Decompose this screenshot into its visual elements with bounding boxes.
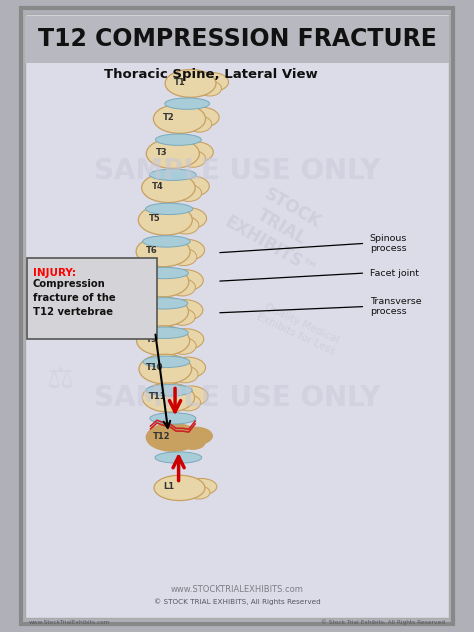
Text: T8: T8 (145, 306, 156, 315)
Text: T10: T10 (146, 363, 163, 372)
Text: SAMPLE USE ONLY: SAMPLE USE ONLY (94, 157, 380, 185)
Ellipse shape (167, 240, 205, 261)
Ellipse shape (173, 176, 209, 197)
Ellipse shape (165, 270, 203, 291)
Ellipse shape (187, 116, 212, 132)
Ellipse shape (195, 73, 228, 92)
Ellipse shape (137, 326, 190, 355)
Ellipse shape (146, 139, 200, 168)
Text: Compression
fracture of the
T12 vertebrae: Compression fracture of the T12 vertebra… (33, 279, 115, 317)
Text: INJURY:: INJURY: (33, 268, 75, 278)
Text: © STOCK TRIAL EXHIBITS, All Rights Reserved: © STOCK TRIAL EXHIBITS, All Rights Reser… (154, 599, 320, 605)
Ellipse shape (184, 107, 219, 128)
FancyBboxPatch shape (21, 8, 453, 624)
Ellipse shape (165, 70, 216, 97)
Ellipse shape (169, 279, 195, 296)
Ellipse shape (198, 81, 221, 96)
Ellipse shape (173, 366, 198, 383)
Text: T9: T9 (146, 335, 158, 344)
Ellipse shape (141, 267, 188, 279)
Text: Thoracic Spine, Lateral View: Thoracic Spine, Lateral View (104, 68, 317, 81)
Ellipse shape (149, 169, 196, 181)
Ellipse shape (135, 297, 189, 326)
Text: Vertebrae: Vertebrae (34, 274, 81, 283)
Ellipse shape (136, 236, 190, 267)
Ellipse shape (176, 394, 201, 411)
Text: T1: T1 (173, 78, 185, 87)
Ellipse shape (173, 217, 199, 234)
Ellipse shape (165, 98, 210, 109)
FancyBboxPatch shape (26, 14, 448, 618)
Ellipse shape (146, 423, 200, 451)
Ellipse shape (135, 267, 189, 297)
Text: T12 COMPRESSION FRACTURE: T12 COMPRESSION FRACTURE (37, 28, 437, 51)
Ellipse shape (173, 386, 208, 406)
Ellipse shape (177, 142, 213, 162)
FancyBboxPatch shape (27, 258, 157, 339)
Ellipse shape (155, 134, 201, 145)
Ellipse shape (154, 104, 206, 133)
Ellipse shape (171, 337, 196, 355)
Ellipse shape (169, 208, 207, 229)
Ellipse shape (142, 383, 194, 412)
Ellipse shape (185, 478, 217, 495)
Text: ⚖: ⚖ (46, 365, 73, 394)
Ellipse shape (154, 475, 205, 501)
Ellipse shape (139, 354, 191, 384)
Ellipse shape (155, 452, 202, 463)
Text: T7: T7 (145, 276, 156, 285)
Text: T12: T12 (153, 432, 171, 441)
Text: www.STOCKTRIALEXHIBITS.com: www.STOCKTRIALEXHIBITS.com (171, 585, 303, 593)
Ellipse shape (143, 236, 190, 247)
Ellipse shape (143, 356, 190, 367)
Ellipse shape (146, 384, 192, 396)
Text: T6: T6 (146, 246, 158, 255)
Ellipse shape (176, 185, 201, 202)
Text: Spinous
process: Spinous process (370, 234, 407, 253)
Text: SAMPLE USE ONLY: SAMPLE USE ONLY (94, 384, 380, 412)
Text: T5: T5 (148, 214, 160, 223)
Text: L1: L1 (163, 482, 174, 491)
Ellipse shape (169, 308, 195, 325)
Ellipse shape (171, 248, 197, 265)
Ellipse shape (180, 150, 206, 167)
Text: T3: T3 (156, 148, 168, 157)
Ellipse shape (166, 300, 203, 320)
Ellipse shape (169, 357, 206, 378)
Text: www.StockTrialExhibits.com: www.StockTrialExhibits.com (29, 620, 110, 625)
Text: T4: T4 (152, 182, 163, 191)
Text: T2: T2 (163, 113, 174, 122)
Ellipse shape (140, 298, 188, 309)
Ellipse shape (138, 205, 192, 235)
Text: Intervertebral
disc: Intervertebral disc (34, 307, 100, 325)
FancyBboxPatch shape (26, 16, 448, 63)
Text: Quality Medical
Exhibits for Less: Quality Medical Exhibits for Less (255, 301, 342, 356)
Ellipse shape (178, 427, 212, 445)
Ellipse shape (142, 173, 195, 203)
Ellipse shape (181, 435, 205, 449)
Text: Transverse
process: Transverse process (370, 297, 421, 316)
Ellipse shape (150, 413, 196, 424)
Text: Facet joint: Facet joint (370, 269, 419, 277)
Ellipse shape (188, 486, 210, 499)
Ellipse shape (141, 327, 188, 339)
Ellipse shape (146, 204, 192, 215)
Text: T11: T11 (148, 392, 166, 401)
Ellipse shape (167, 329, 204, 349)
Text: STOCK
TRIAL
EXHIBITS™: STOCK TRIAL EXHIBITS™ (221, 175, 341, 280)
Text: © Stock Trial Exhibits, All Rights Reserved: © Stock Trial Exhibits, All Rights Reser… (321, 620, 445, 625)
